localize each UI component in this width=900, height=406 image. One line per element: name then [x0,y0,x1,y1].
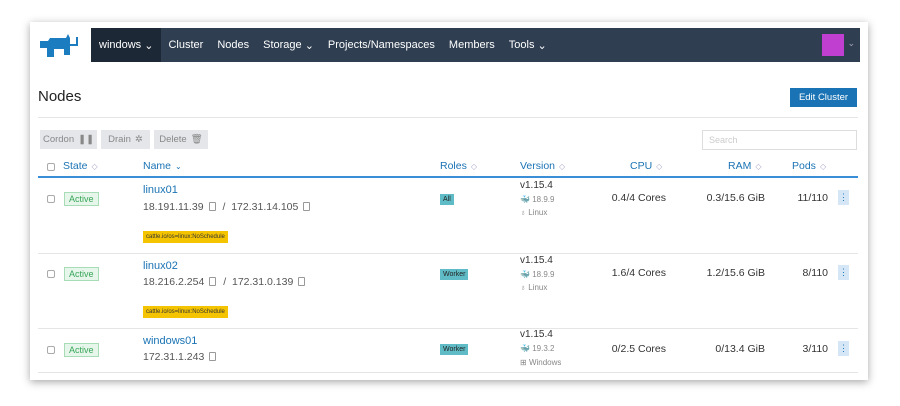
top-nav: windows ⌄ Cluster Nodes Storage ⌄ Projec… [91,28,860,62]
col-pods[interactable]: Pods ◇ [792,160,827,172]
docker-icon: 🐳 [520,195,530,204]
node-ips: 172.31.1.243 [143,351,220,363]
table-row: Active linux02 18.216.2.254 / 172.31.0.1… [38,254,858,328]
nav-cluster[interactable]: Cluster [168,39,204,51]
select-all-checkbox[interactable] [47,163,55,171]
node-name-link[interactable]: linux01 [143,184,178,196]
user-avatar[interactable] [822,34,844,56]
trash-icon: 🗑 [190,134,203,145]
role-badge: Worker [440,269,469,280]
copy-icon[interactable] [209,277,217,286]
copy-icon[interactable] [303,202,311,211]
spinner-icon: ✲ [134,134,143,145]
k8s-version: v1.15.4 [520,180,553,191]
cpu-value: 0.4/4 Cores [611,192,666,204]
ram-value: 0/13.4 GiB [715,343,765,355]
docker-version: 🐳 18.9.9 [520,195,555,204]
search-input[interactable] [702,130,857,150]
cpu-value: 0/2.5 Cores [611,343,666,355]
node-ips: 18.216.2.254 / 172.31.0.139 [143,276,309,288]
ram-value: 0.3/15.6 GiB [706,192,765,204]
pause-icon: ❚❚ [78,134,95,145]
col-version[interactable]: Version ◇ [520,160,566,172]
os-label: ♁ Linux [520,283,548,292]
drain-button[interactable]: Drain ✲ [101,130,150,149]
os-label: ⊞ Windows [520,358,562,367]
divider [38,253,858,254]
k8s-version: v1.15.4 [520,255,553,266]
role-badge: All [440,194,454,205]
rancher-logo[interactable] [38,33,84,59]
delete-button[interactable]: Delete 🗑 [154,130,208,149]
row-actions-button[interactable]: ⋮ [838,265,849,280]
col-cpu[interactable]: CPU ◇ [630,160,663,172]
table-row: Active linux01 18.191.11.39 / 172.31.14.… [38,178,858,253]
pods-value: 3/110 [802,343,829,355]
cluster-switcher[interactable]: windows ⌄ [91,28,162,62]
chevron-down-icon[interactable]: ⌄ [847,38,855,48]
copy-icon[interactable] [208,202,216,211]
col-ram[interactable]: RAM ◇ [728,160,762,172]
cordon-button[interactable]: Cordon ❚❚ [40,130,97,149]
pods-value: 8/110 [802,267,829,279]
k8s-version: v1.15.4 [520,329,553,340]
linux-icon: ♁ [520,208,526,217]
nav-nodes[interactable]: Nodes [217,39,250,51]
windows-icon: ⊞ [520,358,527,367]
row-actions-button[interactable]: ⋮ [838,341,849,356]
table-row: Active windows01 172.31.1.243 Worker v1.… [38,329,858,373]
nav-tools[interactable]: Tools ⌄ [508,39,547,52]
node-name-link[interactable]: windows01 [143,335,198,347]
node-ips: 18.191.11.39 / 172.31.14.105 [143,201,314,213]
nav-storage[interactable]: Storage ⌄ [263,39,314,52]
row-checkbox[interactable] [47,270,55,278]
status-badge: Active [64,192,99,206]
cpu-value: 1.6/4 Cores [611,267,666,279]
docker-icon: 🐳 [520,270,530,279]
row-checkbox[interactable] [47,195,55,203]
taint-badge: cattle.io/os=linux:NoSchedule [143,306,228,318]
edit-cluster-button[interactable]: Edit Cluster [790,88,857,107]
taint-badge: cattle.io/os=linux:NoSchedule [143,231,228,243]
page-title: Nodes [38,88,82,105]
docker-icon: 🐳 [520,344,530,353]
copy-icon[interactable] [209,352,217,361]
col-roles[interactable]: Roles ◇ [440,160,478,172]
row-checkbox[interactable] [47,346,55,354]
role-badge: Worker [440,344,469,355]
os-label: ♁ Linux [520,208,548,217]
nav-projects-namespaces[interactable]: Projects/Namespaces [327,39,435,51]
divider [38,372,858,373]
header-underline [38,176,858,178]
col-state[interactable]: State ◇ [63,160,98,172]
pods-value: 11/110 [797,192,828,204]
ram-value: 1.2/15.6 GiB [706,267,765,279]
docker-version: 🐳 18.9.9 [520,270,555,279]
nav-members[interactable]: Members [448,39,495,51]
copy-icon[interactable] [298,277,306,286]
node-name-link[interactable]: linux02 [143,260,178,272]
docker-version: 🐳 19.3.2 [520,344,555,353]
status-badge: Active [64,343,99,357]
divider [38,117,858,118]
linux-icon: ♁ [520,283,526,292]
col-name[interactable]: Name ⌄ [143,160,182,172]
divider [38,328,858,329]
status-badge: Active [64,267,99,281]
row-actions-button[interactable]: ⋮ [838,190,849,205]
